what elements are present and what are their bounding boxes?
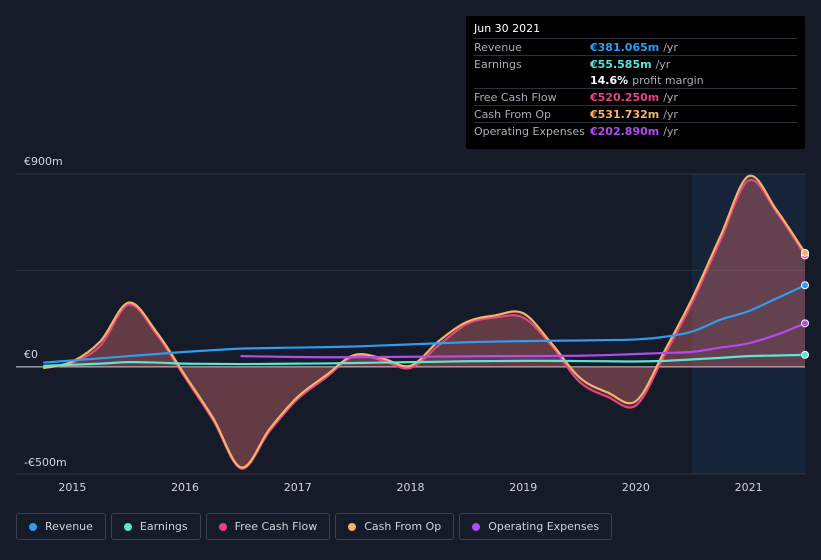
legend-dot-icon bbox=[348, 522, 357, 531]
tooltip-row-label: Revenue bbox=[474, 40, 522, 54]
tooltip-row: 14.6% profit margin bbox=[474, 72, 797, 88]
legend-label: Operating Expenses bbox=[488, 520, 600, 533]
tooltip-row-value: €381.065m bbox=[590, 40, 660, 54]
x-tick-label: 2019 bbox=[509, 481, 537, 494]
y-axis-ticks: €900m €0 -€500m bbox=[24, 155, 67, 469]
x-axis-ticks: 2015 2016 2017 2018 2019 2020 2021 bbox=[58, 481, 762, 494]
x-tick-label: 2017 bbox=[284, 481, 312, 494]
chart-lines bbox=[43, 174, 807, 470]
tooltip-row-value: €202.890m bbox=[590, 124, 660, 138]
tooltip-row-label: Cash From Op bbox=[474, 107, 552, 121]
tooltip-row: Operating Expenses €202.890m/yr bbox=[474, 122, 797, 139]
tooltip-row: Revenue €381.065m/yr bbox=[474, 38, 797, 55]
y-tick-label: -€500m bbox=[24, 456, 67, 469]
legend-dot-icon bbox=[218, 522, 227, 531]
legend-label: Earnings bbox=[139, 520, 188, 533]
x-tick-label: 2020 bbox=[622, 481, 650, 494]
tooltip-date: Jun 30 2021 bbox=[474, 22, 541, 35]
chart-areas bbox=[44, 175, 805, 469]
y-tick-label: €900m bbox=[24, 155, 63, 168]
legend-dot-icon bbox=[472, 522, 481, 531]
line-revenue bbox=[43, 284, 807, 364]
tooltip-row-label: Earnings bbox=[474, 57, 522, 71]
x-tick-label: 2018 bbox=[397, 481, 425, 494]
tooltip-row-unit: /yr bbox=[663, 40, 678, 54]
endpoint-earnings bbox=[801, 350, 809, 359]
legend-label: Free Cash Flow bbox=[234, 520, 318, 533]
tooltip-row-unit: /yr bbox=[655, 57, 671, 71]
tooltip-row-value: €520.250m bbox=[590, 90, 660, 104]
endpoint-revenue bbox=[801, 281, 809, 290]
line-free-cash-flow bbox=[43, 178, 807, 470]
legend-label: Revenue bbox=[45, 520, 93, 533]
legend-item-revenue[interactable]: Revenue bbox=[16, 513, 106, 540]
endpoint-cash-from-op bbox=[801, 248, 809, 257]
tooltip-row-value: €55.585m bbox=[590, 57, 652, 71]
tooltip-row-unit: /yr bbox=[663, 124, 678, 138]
legend-item-cash-from-op[interactable]: Cash From Op bbox=[335, 513, 455, 540]
tooltip-row: Free Cash Flow €520.250m/yr bbox=[474, 88, 797, 105]
line-cash-from-op bbox=[43, 174, 807, 469]
legend: Revenue Earnings Free Cash Flow Cash From O… bbox=[16, 513, 613, 540]
tooltip-row-unit: /yr bbox=[663, 90, 678, 104]
tooltip-row: Cash From Op €531.732m/yr bbox=[474, 105, 797, 122]
tooltip-row-value: €531.732m bbox=[590, 107, 660, 121]
legend-label: Cash From Op bbox=[364, 520, 442, 533]
legend-dot-icon bbox=[29, 522, 37, 531]
legend-item-free-cash-flow[interactable]: Free Cash Flow bbox=[205, 513, 331, 540]
tooltip-row-label: Free Cash Flow bbox=[474, 90, 557, 104]
legend-item-earnings[interactable]: Earnings bbox=[110, 513, 201, 540]
tooltip-row-value: 14.6% bbox=[590, 73, 629, 87]
tooltip: Jun 30 2021 Revenue €381.065m/yr Earnings €… bbox=[466, 16, 805, 149]
y-tick-label: €0 bbox=[24, 348, 38, 361]
tooltip-rows: Revenue €381.065m/yr Earnings €55.585m/yr 14… bbox=[474, 38, 797, 139]
line-earnings bbox=[43, 353, 807, 367]
x-tick-label: 2016 bbox=[171, 481, 199, 494]
x-tick-label: 2021 bbox=[735, 481, 763, 494]
series-endpoints[interactable] bbox=[801, 248, 809, 359]
endpoint-operating-expenses bbox=[801, 319, 809, 328]
tooltip-row-label: Operating Expenses bbox=[474, 124, 585, 138]
x-tick-label: 2015 bbox=[58, 481, 86, 494]
tooltip-row-unit: /yr bbox=[663, 107, 678, 121]
tooltip-row-unit: profit margin bbox=[632, 73, 704, 87]
legend-item-operating-expenses[interactable]: Operating Expenses bbox=[459, 513, 613, 540]
line-operating-expenses bbox=[240, 322, 807, 359]
tooltip-row: Earnings €55.585m/yr bbox=[474, 55, 797, 72]
area-cash-from-op bbox=[44, 175, 805, 468]
legend-dot-icon bbox=[123, 522, 132, 531]
